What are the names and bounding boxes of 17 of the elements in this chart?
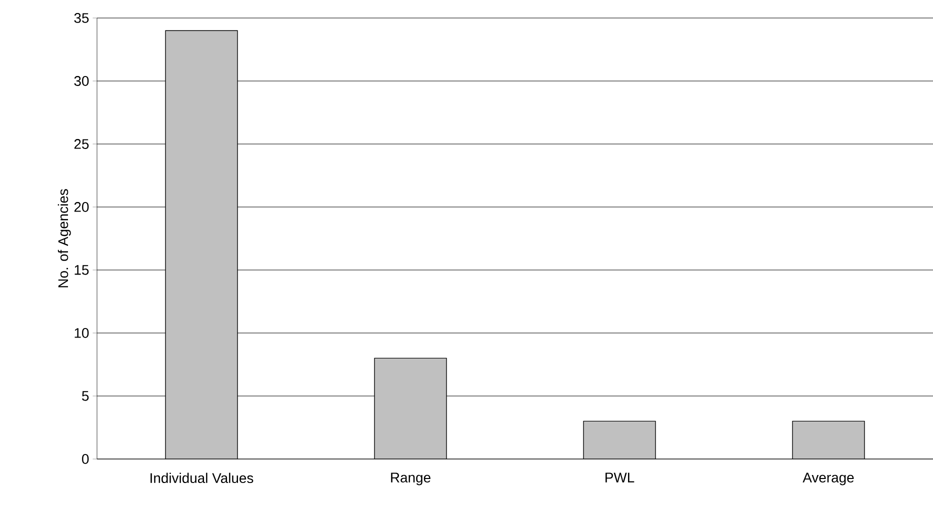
y-tick-label: 0 — [82, 454, 89, 464]
y-tick-label: 15 — [74, 265, 89, 275]
y-tick-label: 35 — [74, 13, 89, 23]
bar — [374, 358, 447, 459]
x-tick-label: PWL — [606, 472, 634, 482]
y-tick-label: 30 — [74, 76, 89, 86]
y-tick-label: 5 — [82, 391, 89, 401]
y-tick-label: 20 — [74, 202, 89, 212]
y-tick-label: 25 — [74, 139, 89, 149]
bar — [583, 420, 656, 459]
x-tick-label: Average — [802, 472, 854, 486]
x-tick-label: Range — [391, 472, 430, 486]
x-tick-label: Individual Values — [150, 472, 254, 484]
bar — [165, 30, 238, 459]
y-tick-label: 10 — [74, 328, 89, 338]
y-axis-title: No. of Agencies — [58, 189, 71, 288]
bar — [792, 420, 865, 459]
